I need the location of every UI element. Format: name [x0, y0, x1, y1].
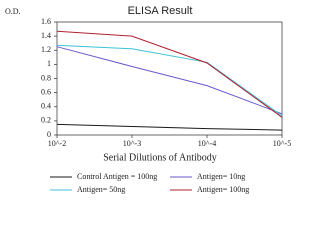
data-line	[56, 44, 283, 117]
legend-label: Antigen= 100ng	[197, 185, 249, 194]
x-tick-label: 10^-2	[48, 139, 66, 148]
y-tick-label: 0.2	[41, 116, 51, 125]
y-tick-label: 1.4	[41, 31, 51, 40]
x-axis-label: Serial Dilutions of Antibody	[103, 152, 217, 163]
y-tick-label: 0.4	[41, 102, 51, 111]
y-axis-label: O.D.	[5, 7, 21, 16]
y-tick-label: 1.6	[41, 17, 51, 26]
y-tick-label: 1.2	[41, 45, 51, 54]
x-tick-label: 10^-5	[273, 139, 291, 148]
data-line	[56, 30, 283, 118]
page: O.D. ELISA Result Serial Dilutions of An…	[5, 4, 292, 194]
x-tick-label: 10^-3	[123, 139, 141, 148]
y-tick-label: 0.6	[41, 87, 51, 96]
chart-title: ELISA Result	[128, 5, 193, 17]
y-tick-label: 0	[47, 130, 51, 139]
x-tick-label: 10^-4	[198, 139, 216, 148]
legend-label: Antigen= 50ng	[77, 185, 125, 194]
legend-label: Antigen= 10ng	[197, 172, 245, 181]
plot-frame	[56, 21, 283, 136]
chart: O.D. ELISA Result Serial Dilutions of An…	[5, 5, 291, 194]
data-line	[56, 123, 283, 131]
y-tick-label: 1	[47, 59, 51, 68]
legend-label: Control Antigen = 100ng	[77, 172, 157, 181]
y-tick-label: 0.8	[41, 73, 51, 82]
data-line	[56, 46, 283, 115]
